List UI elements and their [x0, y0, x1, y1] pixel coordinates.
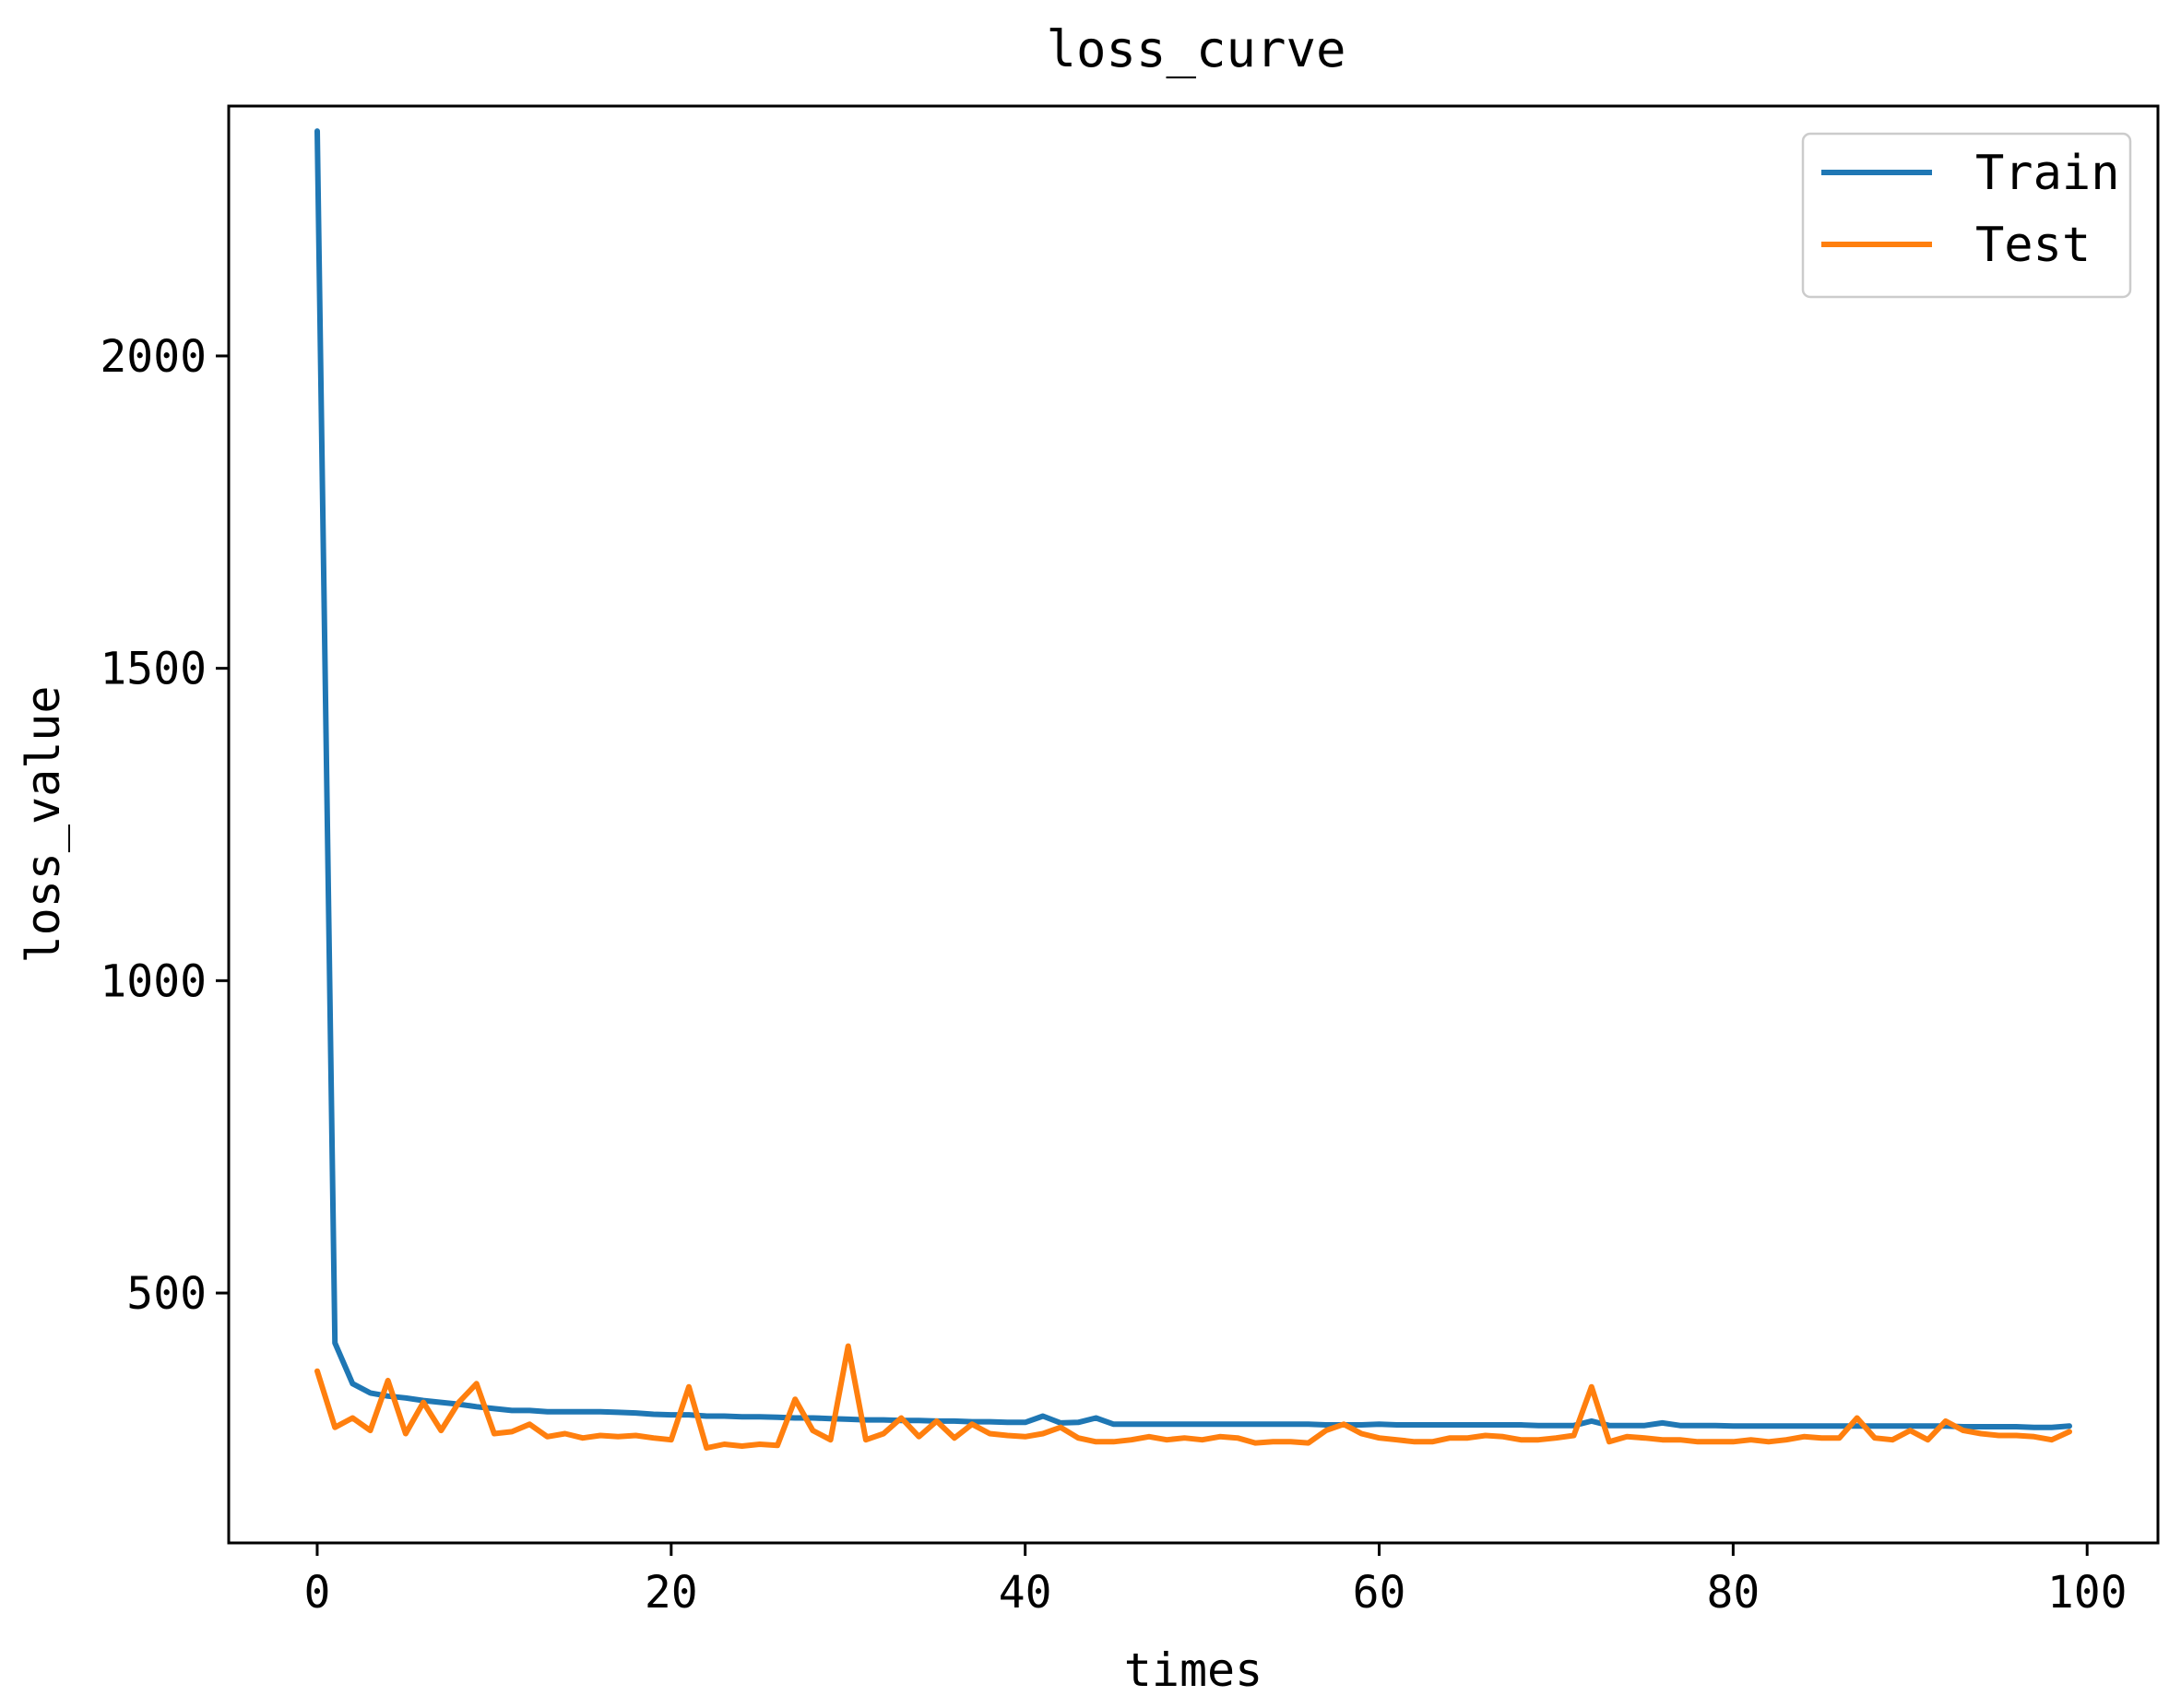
y-axis-ticks: 500 1000 1500 2000 [100, 331, 229, 1320]
x-tick-label: 100 [2047, 1567, 2128, 1619]
x-axis-label: times [1124, 1643, 1263, 1697]
x-axis-ticks: 0 20 40 60 80 100 [304, 1543, 2128, 1619]
y-axis-label: loss_value [17, 685, 70, 963]
x-tick-label: 40 [999, 1567, 1052, 1619]
plot-area [227, 104, 2160, 1545]
y-tick-label: 1500 [100, 644, 207, 695]
x-tick-label: 80 [1706, 1567, 1760, 1619]
y-tick-label: 1000 [100, 955, 207, 1007]
series-line-test [314, 1343, 2072, 1451]
series-line-train [314, 128, 2072, 1430]
chart-title: loss_curve [1046, 20, 1345, 78]
plot-frame [227, 104, 2160, 1545]
legend-label-train: Train [1975, 146, 2120, 201]
x-tick-label: 60 [1353, 1567, 1406, 1619]
x-tick-label: 20 [645, 1567, 698, 1619]
legend: Train Test [1801, 132, 2132, 299]
series-layer [314, 128, 2072, 1451]
y-tick-label: 500 [126, 1268, 207, 1320]
x-tick-label: 0 [304, 1567, 331, 1619]
legend-label-test: Test [1975, 218, 2091, 273]
y-tick-label: 2000 [100, 331, 207, 383]
